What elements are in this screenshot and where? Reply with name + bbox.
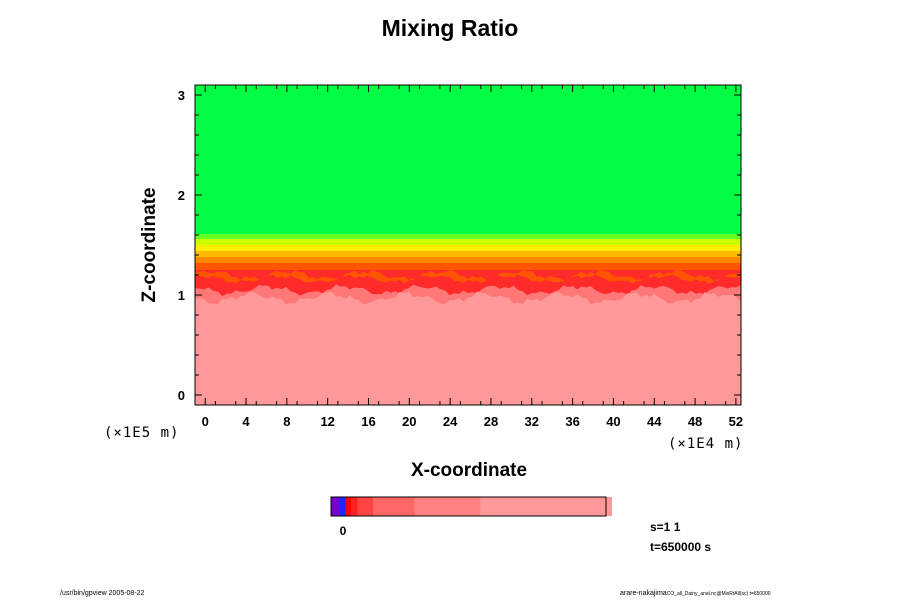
x-tick-label: 0 [202, 414, 209, 429]
x-tick-label: 16 [361, 414, 375, 429]
x-tick-label: 32 [525, 414, 539, 429]
colorbar-segment [331, 497, 340, 516]
y-scale-label: (×1E5 m) [104, 425, 180, 441]
footer-right: arare-nakajimaCO_all_Dainy_anal.nc@MixRt… [620, 590, 771, 597]
heatmap-layer [195, 245, 741, 251]
info-s-label: s=1 1 [650, 520, 681, 534]
x-tick-label: 48 [688, 414, 702, 429]
y-tick-label: 0 [178, 388, 185, 403]
colorbar-segment [480, 497, 612, 516]
x-axis-title: X-coordinate [410, 460, 528, 481]
colorbar-segment [351, 497, 358, 516]
x-tick-label: 52 [729, 414, 743, 429]
plot-frame [194, 84, 742, 406]
heatmap-layer [195, 251, 741, 257]
colorbar-segment [357, 497, 374, 516]
heatmap-layer [195, 85, 741, 234]
x-tick-label: 44 [647, 414, 662, 429]
info-t-label: t=650000 s [650, 540, 712, 554]
colorbar-tick-label: 0 [340, 524, 347, 538]
y-tick-label: 1 [178, 288, 185, 303]
x-tick-label: 24 [443, 414, 458, 429]
y-tick-label: 2 [178, 188, 185, 203]
colorbar-segment [339, 497, 347, 516]
y-tick-label: 3 [178, 88, 185, 103]
heatmap-layer [195, 257, 741, 263]
colorbar-segment [345, 497, 352, 516]
x-tick-label: 12 [320, 414, 334, 429]
heatmap-layer [195, 263, 741, 270]
x-scale-label: (×1E4 m) [668, 436, 744, 452]
colorbar: 0 [331, 497, 612, 538]
heatmap-layer [195, 239, 741, 245]
colorbar-segment [373, 497, 415, 516]
y-axis-title: Z-coordinate [139, 187, 160, 303]
turbulent-boundary [195, 269, 741, 405]
boundary-contour [195, 291, 741, 405]
colorbar-segment [414, 497, 481, 516]
x-tick-label: 20 [402, 414, 416, 429]
colorbar-frame [330, 496, 607, 517]
x-tick-label: 40 [606, 414, 620, 429]
footer-left: /usr/bin/gpview 2005-08-22 [60, 590, 145, 597]
x-tick-label: 4 [242, 414, 250, 429]
x-tick-label: 28 [484, 414, 498, 429]
chart-title: Mixing Ratio [381, 15, 519, 41]
x-tick-label: 36 [565, 414, 579, 429]
heatmap-layer [195, 234, 741, 239]
x-tick-label: 8 [283, 414, 290, 429]
